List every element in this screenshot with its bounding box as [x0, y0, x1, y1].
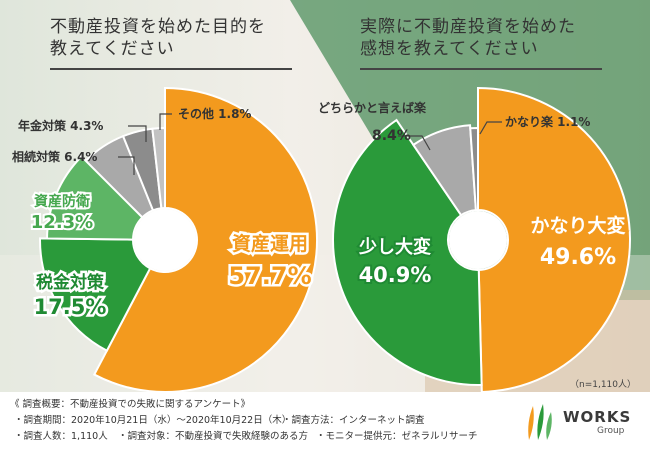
pie-slice	[477, 86, 631, 393]
slice-value-label: 40.9%	[359, 263, 432, 287]
slice-label: どちらかと言えば楽	[318, 100, 427, 115]
survey-target: ・調査対象：不動産投資で失敗経験のある方	[118, 431, 309, 442]
slice-value-label: 17.5%	[34, 295, 107, 319]
works-group-logo: WORKS Group	[523, 402, 643, 442]
pie-slice	[151, 126, 166, 210]
slice-label: 税金対策	[36, 272, 105, 293]
leader-line	[398, 135, 431, 151]
right-title-line-2: 感想を教えてください	[360, 39, 539, 59]
left-title-line-2: 教えてください	[50, 39, 175, 59]
right-title-underline	[360, 68, 602, 70]
leader-line	[159, 113, 172, 130]
logo-subtitle: Group	[597, 426, 625, 436]
slice-label: 年金対策 4.3%	[18, 118, 103, 133]
pie-slice	[45, 155, 144, 241]
pie-slice	[332, 118, 483, 386]
slice-label: かなり楽 1.1%	[505, 114, 590, 129]
slice-label: かなり大変	[530, 214, 625, 237]
slice-label: 相続対策 6.4%	[12, 149, 97, 164]
survey-provider: ・モニター提供元：ゼネラルリサーチ	[316, 431, 478, 442]
left-chart-title: 不動産投資を始めた目的を 教えてください	[50, 16, 266, 60]
donut-hole	[449, 211, 507, 269]
right-chart-title: 実際に不動産投資を始めた 感想を教えてください	[360, 16, 576, 60]
pie-chart-impression: かなり大変 49.6% 少し大変 40.9% どちらかと言えば楽 8.4% かなり楽 1.1…	[318, 86, 631, 393]
survey-period: ・調査期間：2020年10月21日（水）〜2020年10月22日（木）	[14, 415, 292, 426]
donut-hole	[134, 209, 196, 271]
survey-method: ・調査方法：インターネット調査	[282, 415, 425, 426]
survey-respondents: ・調査人数：1,110人	[14, 431, 108, 442]
slice-value-label: 8.4%	[372, 128, 411, 144]
logo-leaf-icon	[528, 404, 552, 440]
slice-label: 資産運用	[232, 232, 308, 255]
slice-value-label: 57.7%	[228, 262, 311, 290]
slice-label: 少し大変	[358, 236, 431, 258]
logo-wordmark: WORKS	[563, 408, 632, 426]
pie-slice	[469, 126, 479, 212]
slice-value-label: 49.6%	[540, 245, 616, 270]
pie-slice	[92, 86, 318, 393]
survey-summary-title: 《 調査概要：不動産投資での失敗に関するアンケート》	[10, 399, 251, 410]
slice-label: 資産防衛	[34, 193, 90, 210]
left-title-underline	[50, 68, 292, 70]
leader-line	[479, 121, 502, 135]
left-title-line-1: 不動産投資を始めた目的を	[50, 17, 266, 37]
sample-size-note: （n=1,110人）	[569, 380, 636, 390]
pie-slice	[39, 237, 152, 353]
slice-label: その他 1.8%	[178, 106, 251, 121]
slice-value-label: 12.3%	[31, 212, 93, 233]
leader-line	[128, 125, 147, 142]
leader-line	[118, 156, 135, 175]
right-title-line-1: 実際に不動産投資を始めた	[360, 17, 576, 37]
